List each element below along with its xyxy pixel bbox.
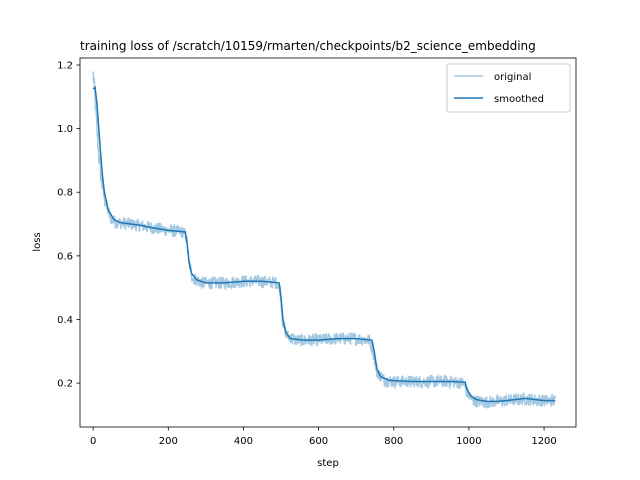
x-tick-label: 1000 [456,436,481,447]
y-axis: 0.2 0.4 0.6 0.8 1.0 1.2 [57,60,80,390]
y-tick-label: 0.6 [57,251,73,262]
legend-box [446,63,571,113]
y-tick-label: 0.2 [57,379,73,390]
x-tick-label: 800 [384,436,403,447]
plot-area [79,57,577,428]
x-tick-label: 400 [234,436,253,447]
series-smoothed-line [92,85,556,403]
x-tick-label: 0 [90,436,96,447]
x-tick-label: 200 [159,436,178,447]
x-tick-label: 600 [309,436,328,447]
x-tick-label: 1200 [531,436,556,447]
y-tick-label: 0.8 [57,188,73,199]
axes-frame [79,57,577,428]
chart-title: training loss of /scratch/10159/rmarten/… [80,39,536,53]
series-original-line [92,71,557,409]
legend-smoothed-label: smoothed [494,94,544,105]
y-tick-label: 1.2 [57,60,73,71]
legend-original-label: original [494,72,531,83]
x-axis: 0 200 400 600 800 1000 1200 [90,427,557,447]
axes-background [80,58,576,427]
y-axis-title: loss [32,232,43,251]
x-axis-title: step [317,458,339,469]
y-tick-label: 0.4 [57,315,73,326]
legend: original smoothed [446,63,571,113]
y-tick-label: 1.0 [57,124,73,135]
